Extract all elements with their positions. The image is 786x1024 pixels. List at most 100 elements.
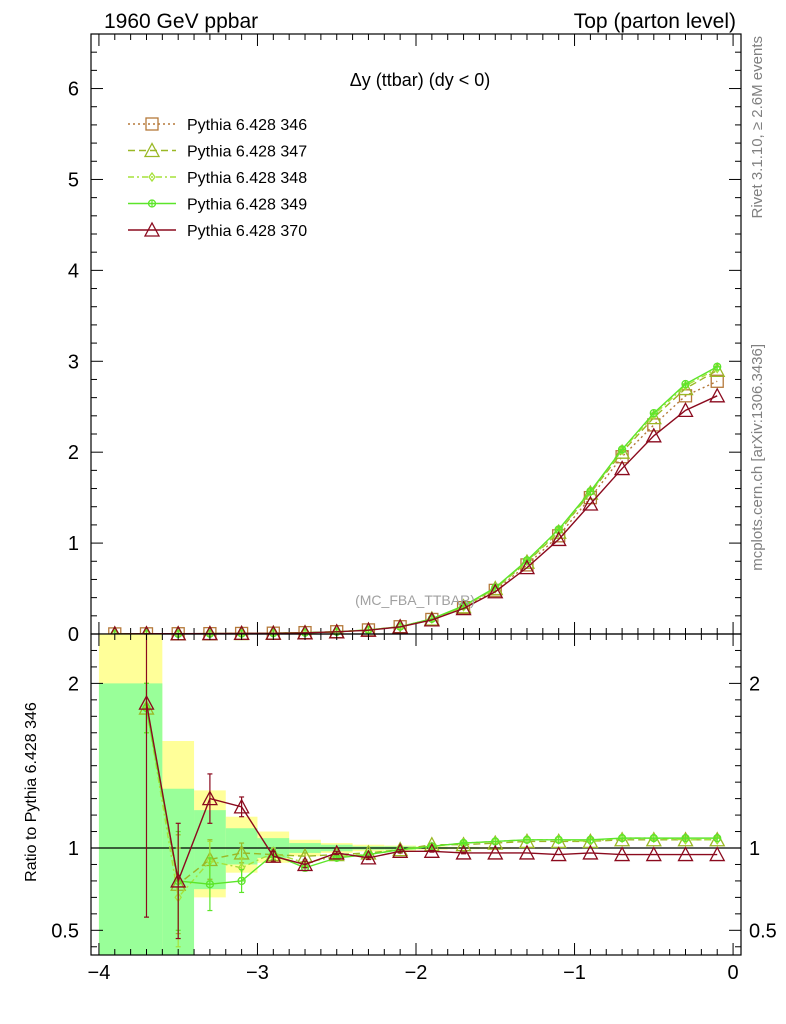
ratio-line — [145, 703, 718, 884]
ratio-point-cross — [491, 837, 499, 845]
data-point — [586, 487, 595, 496]
ratio-point-cross — [238, 877, 246, 885]
ratio-point — [522, 835, 532, 844]
ratio-point — [360, 849, 377, 865]
data-point-cross — [586, 487, 594, 495]
data-point — [681, 379, 690, 389]
main-ytick-label: 0 — [68, 624, 79, 646]
data-point — [392, 618, 409, 634]
ratio-ytick-label: 1 — [68, 838, 79, 860]
main-title: Δy (ttbar) (dy < 0) — [350, 70, 491, 90]
data-point-cross — [650, 409, 658, 417]
uncertainty-band-green — [98, 683, 163, 955]
ratio-point-cross — [713, 834, 721, 842]
legend-marker — [148, 171, 156, 183]
ratio-point — [554, 835, 563, 844]
ratio-point — [265, 847, 282, 863]
ratio-point — [201, 790, 218, 806]
ratio-point-cross — [586, 836, 594, 844]
ratio-point — [645, 846, 662, 862]
data-point — [614, 460, 631, 476]
ratio-ylabel: Ratio to Pythia 6.428 346 — [23, 702, 40, 882]
data-point — [455, 600, 472, 616]
ratio-point — [423, 842, 440, 858]
ratio-point-cross — [523, 836, 531, 844]
ratio-point — [328, 844, 345, 860]
ratio-point — [170, 872, 187, 888]
ratio-point — [233, 798, 250, 814]
ratio-point — [713, 833, 722, 843]
ratio-point-cross — [555, 836, 563, 844]
legend-label: Pythia 6.428 348 — [187, 170, 307, 187]
ratio-point — [614, 846, 631, 862]
data-point — [518, 559, 536, 575]
ratio-point — [332, 853, 341, 863]
main-ytick-label: 1 — [68, 533, 79, 555]
data-point — [487, 583, 504, 599]
data-point — [645, 427, 662, 443]
data-point — [617, 445, 627, 454]
ratio-panel: 0.5 0.5 1 1 2 2 −4 −3 −2 −1 0 — [51, 633, 777, 984]
ratio-series-pythia-6-428-370 — [138, 633, 726, 940]
xtick-label: −4 — [88, 962, 111, 984]
ratio-point — [518, 844, 536, 860]
ratio-point-cross — [206, 880, 214, 888]
ratio-point — [677, 846, 694, 862]
ratio-point — [681, 833, 690, 843]
rivet-side-label: Rivet 3.1.10, ≥ 2.6M events — [749, 36, 766, 219]
legend-label: Pythia 6.428 370 — [187, 223, 307, 240]
legend-marker — [143, 142, 161, 158]
header-right: Top (parton level) — [574, 10, 736, 33]
header-left: 1960 GeV ppbar — [104, 10, 258, 33]
ratio-point — [455, 844, 472, 860]
ratio-ytick-label-right: 1 — [749, 838, 760, 860]
data-point-cross — [618, 445, 626, 453]
ratio-point — [392, 842, 409, 858]
ratio-point-cross — [682, 834, 690, 842]
legend-marker — [147, 199, 157, 208]
legend-label: Pythia 6.428 349 — [187, 197, 307, 214]
ratio-point — [296, 856, 314, 872]
data-point — [550, 531, 567, 547]
main-ytick-label: 4 — [68, 260, 79, 282]
ratio-point — [617, 833, 627, 843]
legend-label: Pythia 6.428 346 — [187, 117, 307, 134]
watermark: (MC_FBA_TTBAR) — [355, 592, 475, 608]
ratio-ytick-label: 2 — [68, 673, 79, 695]
data-point — [649, 408, 658, 418]
xtick-label: 0 — [728, 962, 739, 984]
ratio-series-pythia-6-428-348 — [142, 682, 722, 948]
data-point — [423, 611, 440, 627]
ratio-point — [237, 876, 246, 886]
data-point — [709, 387, 726, 403]
legend-marker-cross — [148, 200, 156, 207]
ratio-series-pythia-6-428-347 — [138, 682, 726, 935]
xtick-label: −3 — [246, 962, 269, 984]
ratio-point — [550, 846, 567, 862]
ratio-point — [205, 880, 215, 889]
xtick-label: −2 — [405, 962, 428, 984]
ratio-ytick-label: 0.5 — [51, 920, 79, 942]
legend: Pythia 6.428 346 Pythia 6.428 347 Pythia 6… — [128, 117, 307, 240]
ratio-ytick-label-right: 2 — [749, 673, 760, 695]
ratio-point-cross — [618, 834, 626, 842]
ratio-point — [427, 842, 437, 851]
legend-marker — [143, 221, 161, 237]
data-point-cross — [713, 363, 721, 371]
ratio-point — [138, 694, 155, 710]
data-point-cross — [682, 380, 690, 388]
ratio-series-pythia-6-428-349 — [142, 682, 722, 931]
main-ytick-label: 5 — [68, 169, 79, 191]
ratio-point — [649, 833, 658, 843]
main-ytick-label: 3 — [68, 351, 79, 373]
ratio-point — [491, 837, 500, 846]
data-point — [677, 401, 694, 418]
ratio-point-cross — [333, 854, 341, 862]
main-panel: 0 1 2 3 4 5 6 — [68, 33, 742, 646]
legend-marker — [145, 117, 159, 131]
ratio-point — [487, 844, 504, 860]
xtick-label: −1 — [563, 962, 586, 984]
ratio-point-cross — [650, 834, 658, 842]
data-point — [713, 362, 722, 371]
